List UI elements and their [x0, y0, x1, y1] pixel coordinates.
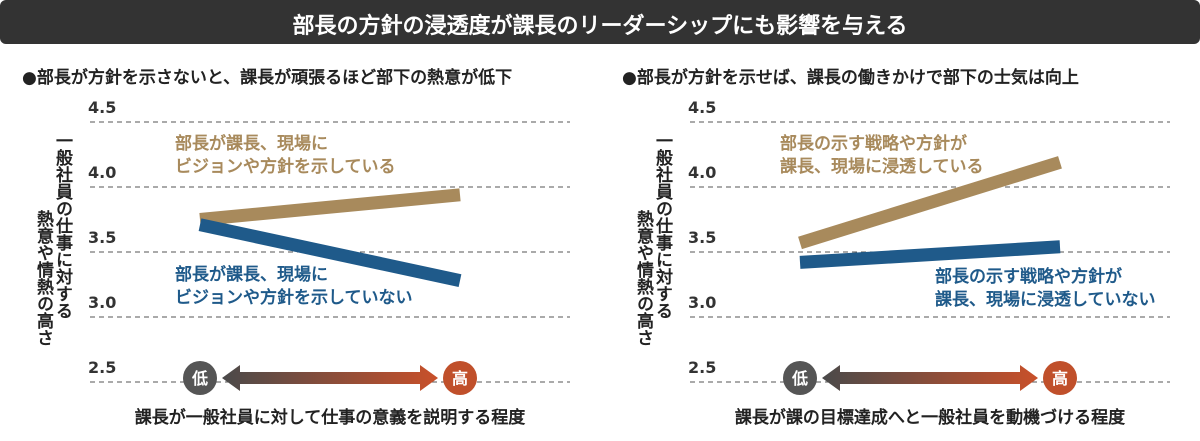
series-line [198, 218, 462, 287]
series-line [199, 188, 461, 226]
x-tick-label: 低 [791, 369, 808, 388]
series-label: 部長が課長、現場に ビジョンや方針を示していない [175, 265, 413, 308]
y-axis-label: 一般社員の仕事に対する [652, 132, 672, 319]
y-tick-label: 4.0 [688, 163, 717, 182]
y-tick-label: 4.5 [688, 98, 717, 117]
y-axis-label: 一般社員の仕事に対する [52, 132, 72, 319]
category-marker [1043, 361, 1077, 395]
y-tick-label: 4.0 [88, 163, 117, 182]
y-tick-label: 3.0 [688, 293, 717, 312]
series-label: 部長の示す戦略や方針が 課長、現場に浸透している [780, 134, 984, 177]
y-tick-label: 3.0 [88, 293, 117, 312]
series-label: 部長の示す戦略や方針が 課長、現場に浸透していない [935, 267, 1156, 310]
series-label: 部長が課長、現場に ビジョンや方針を示している [175, 134, 396, 177]
y-axis-label: 熱意や情熱の高さ [33, 210, 53, 346]
x-tick-label: 低 [191, 369, 208, 388]
y-tick-label: 2.5 [688, 358, 717, 377]
subtitle: ●部長が方針を示せば、課長の働きかけで部下の士気は向上 [622, 68, 1079, 88]
y-axis-label: 熱意や情熱の高さ [633, 210, 653, 346]
header-title: 部長の方針の浸透度が課長のリーダーシップにも影響を与える [292, 14, 908, 39]
y-tick-label: 3.5 [688, 228, 717, 247]
category-marker [783, 361, 817, 395]
series-line [799, 240, 1061, 269]
series-line [798, 156, 1062, 250]
axis-arrow [222, 365, 438, 391]
y-tick-label: 2.5 [88, 358, 117, 377]
x-tick-label: 高 [1052, 369, 1068, 388]
y-tick-label: 3.5 [88, 228, 117, 247]
header-bar [0, 0, 1200, 44]
x-tick-label: 高 [452, 369, 468, 388]
x-axis-label: 課長が課の目標達成へと一般社員を動機づける程度 [734, 408, 1126, 428]
y-tick-label: 4.5 [88, 98, 117, 117]
x-axis-label: 課長が一般社員に対して仕事の意義を説明する程度 [134, 408, 526, 428]
category-marker [443, 361, 477, 395]
category-marker [183, 361, 217, 395]
subtitle: ●部長が方針を示さないと、課長が頑張るほど部下の熱意が低下 [22, 68, 513, 88]
axis-arrow [822, 365, 1038, 391]
